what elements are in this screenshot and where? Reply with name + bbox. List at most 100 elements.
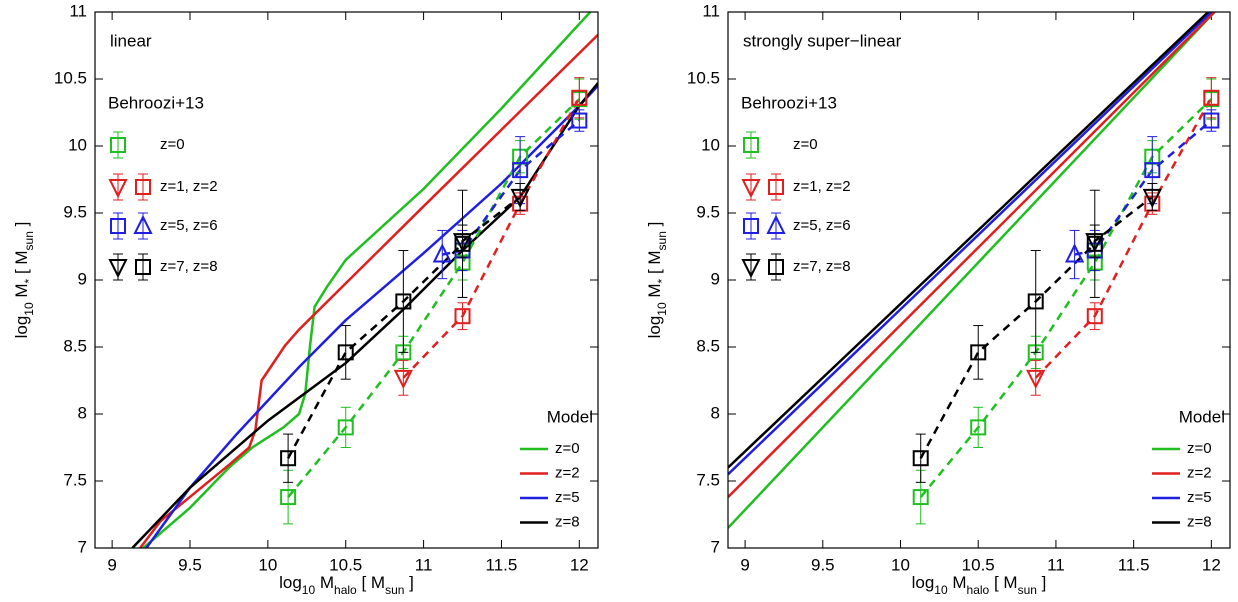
- model-lines: [131, 12, 598, 548]
- x-tick-label: 12: [570, 555, 589, 574]
- legend-label: z=5, z=6: [160, 217, 218, 234]
- y-axis-label-part: ]: [12, 222, 31, 231]
- data-marker: [571, 112, 588, 129]
- model-line: [145, 84, 598, 548]
- legend-label: z=7, z=8: [160, 258, 218, 275]
- x-axis-label: log10 Mhalo [ Msun ]: [912, 573, 1047, 597]
- data-marker: [337, 419, 354, 436]
- model-line: [728, 12, 1213, 476]
- data-marker: [1086, 308, 1103, 325]
- panel-title: strongly super−linear: [743, 31, 902, 50]
- x-axis-label-part: ]: [404, 573, 413, 592]
- y-tick-label: 9.5: [696, 202, 720, 221]
- data-marker: [571, 89, 588, 106]
- y-tick-label: 7: [711, 537, 720, 556]
- x-tick-label: 10.5: [329, 555, 362, 574]
- y-axis-label: log10 M* [ Msun ]: [12, 222, 36, 339]
- plot-frame: [727, 11, 1231, 549]
- data-marker: [1085, 233, 1105, 253]
- y-tick-label: 7.5: [696, 470, 720, 489]
- data-marker: [1144, 162, 1161, 179]
- x-tick-label: 11: [415, 555, 433, 574]
- y-axis-label-part: *: [22, 278, 36, 283]
- x-tick-label: 10: [258, 555, 277, 574]
- legend-marker: [743, 137, 759, 153]
- x-tick-label: 9.5: [178, 555, 202, 574]
- x-tick-label: 12: [1202, 555, 1221, 574]
- x-tick-label: 11: [1047, 555, 1065, 574]
- data-marker: [280, 450, 297, 467]
- model-line: [142, 12, 592, 548]
- x-axis-label-part: [ M: [357, 573, 385, 592]
- legend-label: z=5: [1187, 489, 1212, 506]
- legend-marker: [743, 218, 759, 234]
- x-tick-label: 9: [107, 555, 116, 574]
- legend-label: z=8: [1187, 513, 1212, 530]
- legend-marker: [741, 259, 761, 279]
- data-connector: [919, 98, 1213, 498]
- y-tick-label: 8.5: [63, 336, 87, 355]
- y-axis-label-part: [ M: [645, 250, 664, 278]
- data-marker: [1027, 293, 1044, 310]
- legend-title: Model: [1179, 407, 1225, 426]
- y-axis-label-part: ]: [645, 222, 664, 231]
- model-line: [139, 33, 598, 548]
- x-axis-label-part: log: [912, 573, 935, 592]
- y-axis-label-part: 10: [22, 302, 36, 316]
- legend-label: z=2: [555, 464, 580, 481]
- x-axis-label-part: sun: [385, 583, 404, 597]
- legend-title: Model: [547, 407, 593, 426]
- y-axis-label: log10 M* [ Msun ]: [645, 222, 669, 339]
- y-axis-label-part: M: [645, 283, 664, 302]
- legend-label: z=0: [160, 136, 185, 153]
- y-axis-label-part: M: [12, 283, 31, 302]
- data-marker: [393, 369, 413, 390]
- data-marker: [912, 489, 929, 506]
- legend-label: z=0: [555, 440, 580, 457]
- legend-title: Behroozi+13: [741, 93, 837, 112]
- data-marker: [512, 162, 529, 179]
- legend-marker: [110, 218, 126, 234]
- model-lines: [728, 12, 1216, 529]
- data-marker: [1203, 112, 1220, 129]
- data-marker: [1026, 369, 1046, 390]
- y-tick-label: 10.5: [687, 68, 720, 87]
- y-tick-label: 9: [78, 269, 87, 288]
- legend-marker: [135, 179, 151, 195]
- data-marker: [280, 489, 297, 506]
- x-tick-label: 11.5: [1118, 555, 1150, 574]
- y-tick-label: 8: [711, 403, 720, 422]
- x-axis-label-part: 10: [934, 583, 948, 597]
- data-marker: [970, 419, 987, 436]
- x-tick-label: 10.5: [962, 555, 995, 574]
- data-marker: [337, 344, 354, 361]
- legend-marker: [108, 259, 128, 279]
- legend-title: Behroozi+13: [108, 93, 204, 112]
- legend-label: z=0: [793, 136, 818, 153]
- data-marker: [970, 344, 987, 361]
- x-tick-label: 10: [891, 555, 910, 574]
- y-tick-label: 11: [702, 1, 720, 20]
- x-axis-label-part: ]: [1037, 573, 1046, 592]
- x-tick-label: 9.5: [811, 555, 835, 574]
- model-line: [728, 12, 1210, 469]
- y-axis-label-part: log: [12, 316, 31, 339]
- legend-marker: [768, 259, 784, 275]
- legend-label: z=7, z=8: [793, 258, 851, 275]
- panel-title: linear: [110, 31, 152, 50]
- legend-marker: [766, 214, 786, 234]
- data-connector: [402, 97, 581, 379]
- y-tick-label: 11: [69, 1, 87, 20]
- y-axis-label-part: *: [655, 278, 669, 283]
- legend-marker: [741, 179, 761, 199]
- y-tick-label: 10: [68, 135, 87, 154]
- data-connector: [1034, 97, 1213, 379]
- data-marker: [912, 450, 929, 467]
- x-axis-label-part: sun: [1018, 583, 1037, 597]
- y-axis-label-part: 10: [655, 302, 669, 316]
- model-line: [728, 12, 1216, 529]
- x-axis-label-part: [ M: [989, 573, 1017, 592]
- data-marker: [1064, 243, 1085, 263]
- data-connector: [442, 119, 581, 256]
